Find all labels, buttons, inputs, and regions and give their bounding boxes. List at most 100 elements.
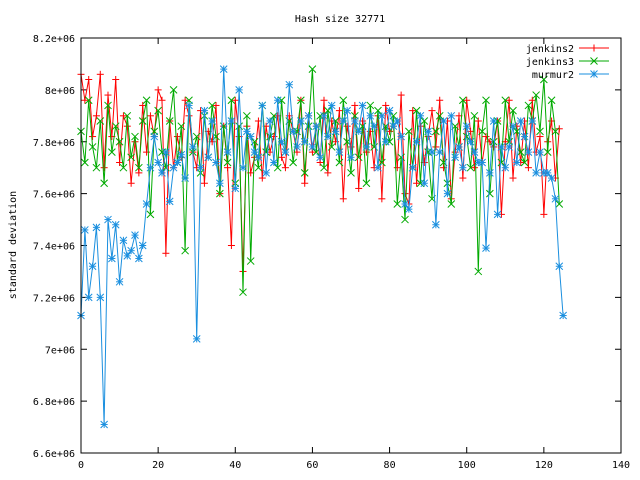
data-point-jenkins3 [227,96,236,105]
data-point-murmur2 [435,148,444,156]
y-tick-label: 8.2e+06 [33,34,75,45]
data-point-murmur2 [266,117,274,125]
data-point-murmur2 [281,148,290,156]
data-point-murmur2 [343,106,351,115]
data-point-jenkins2 [505,96,513,104]
data-point-jenkins2 [274,112,282,120]
data-point-murmur2 [316,153,324,162]
data-point-jenkins2 [224,164,232,172]
y-tick-label: 7.4e+06 [33,242,75,253]
data-point-jenkins3 [142,96,151,105]
data-point-jenkins2 [335,107,343,115]
data-point-jenkins3 [362,179,371,188]
data-point-jenkins3 [273,163,282,172]
data-point-jenkins2 [428,107,436,115]
data-point-jenkins2 [158,96,166,104]
data-point-murmur2 [158,169,166,177]
data-point-murmur2 [131,231,139,239]
data-point-murmur2 [208,117,216,125]
data-point-jenkins3 [92,163,101,172]
data-point-murmur2 [451,153,459,162]
data-point-murmur2 [432,220,440,229]
data-point-murmur2 [88,262,97,271]
data-point-murmur2 [532,169,540,177]
data-point-murmur2 [104,215,112,224]
y-axis-label: standard deviation [8,191,19,299]
data-point-jenkins2 [524,164,532,172]
data-point-jenkins3 [354,153,363,162]
y-tick-label: 7.2e+06 [33,293,75,304]
data-point-jenkins3 [300,169,309,177]
data-point-jenkins3 [84,96,93,105]
data-point-jenkins2 [227,242,235,249]
data-point-jenkins2 [482,133,490,141]
data-point-jenkins3 [532,91,540,99]
data-point-murmur2 [555,262,564,271]
data-point-jenkins3 [115,137,124,146]
data-point-jenkins2 [459,174,467,182]
data-point-murmur2 [123,252,132,260]
data-point-jenkins2 [339,195,347,203]
series-jenkins3 [77,65,564,297]
data-point-murmur2 [462,122,471,131]
data-point-murmur2 [250,148,259,156]
x-tick-label: 60 [306,460,318,471]
data-point-murmur2 [524,148,533,156]
data-point-jenkins3 [100,179,108,188]
data-point-murmur2 [289,127,297,136]
data-point-jenkins2 [143,148,151,156]
data-point-jenkins3 [111,122,120,131]
data-point-jenkins3 [486,189,494,198]
data-point-murmur2 [424,127,432,136]
data-point-jenkins3 [243,111,251,120]
x-tick-label: 100 [458,460,476,471]
data-point-murmur2 [497,143,506,151]
plot-series [77,65,567,429]
data-point-jenkins3 [266,132,274,141]
data-point-jenkins3 [347,169,355,177]
data-point-jenkins2 [212,101,220,109]
data-point-murmur2 [254,153,263,162]
data-point-murmur2 [285,80,294,89]
data-point-murmur2 [115,277,124,286]
y-tick-label: 7.6e+06 [33,190,75,201]
data-point-murmur2 [108,254,116,263]
data-point-jenkins2 [123,122,131,130]
data-point-jenkins2 [89,133,97,141]
data-point-jenkins3 [466,163,475,172]
data-point-jenkins3 [324,106,332,115]
data-point-jenkins3 [459,96,467,105]
data-point-murmur2 [327,101,336,110]
data-point-jenkins2 [92,112,100,120]
data-point-murmur2 [243,127,251,136]
data-point-jenkins3 [108,148,116,156]
data-point-murmur2 [219,65,228,73]
data-point-jenkins3 [131,132,139,141]
data-point-murmur2 [304,111,313,120]
data-point-murmur2 [513,158,521,167]
data-point-jenkins3 [169,86,178,94]
data-point-jenkins2 [119,112,127,120]
y-tick-label: 6.8e+06 [33,397,75,408]
data-point-jenkins2 [393,164,401,172]
data-point-murmur2 [397,132,405,141]
data-point-murmur2 [223,148,232,156]
data-point-murmur2 [162,148,170,156]
data-point-murmur2 [196,163,205,172]
data-point-murmur2 [189,143,197,151]
data-point-jenkins3 [123,111,132,120]
data-point-murmur2 [173,158,182,167]
data-point-jenkins3 [335,158,344,167]
data-point-murmur2 [146,163,155,172]
data-point-murmur2 [443,189,452,198]
legend: jenkins2 jenkins3 murmur2 [526,44,609,81]
data-point-jenkins2 [200,179,208,187]
data-point-jenkins3 [262,148,270,156]
data-point-jenkins2 [540,210,548,218]
data-point-murmur2 [347,153,355,162]
data-point-jenkins2 [397,91,405,99]
data-point-murmur2 [135,254,143,263]
data-point-murmur2 [138,241,147,250]
data-point-jenkins2 [146,112,154,120]
